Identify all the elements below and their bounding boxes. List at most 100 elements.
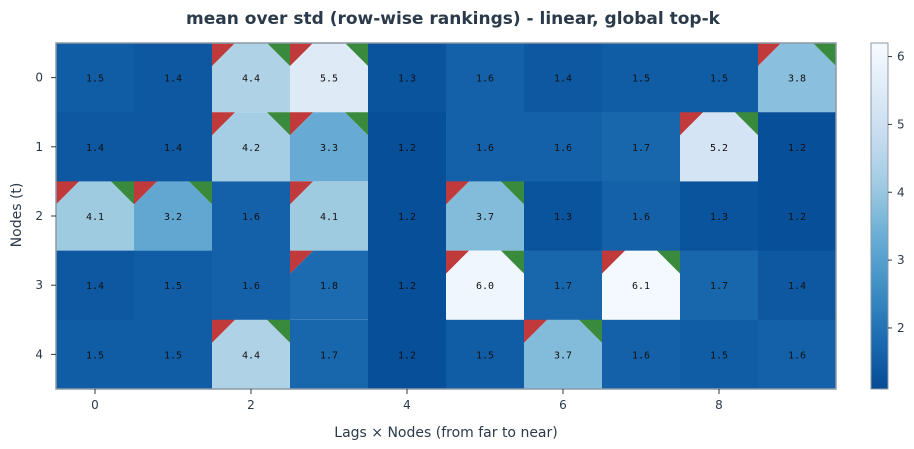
cell-value-label: 1.2 bbox=[398, 350, 416, 361]
cell-value-label: 3.7 bbox=[554, 350, 572, 361]
green-corner-marker bbox=[189, 181, 212, 205]
red-corner-marker bbox=[290, 43, 313, 66]
cell-value-label: 1.5 bbox=[86, 74, 104, 85]
red-corner-marker bbox=[524, 319, 547, 343]
cell-value-label: 1.6 bbox=[476, 74, 494, 85]
cell-value-label: 1.6 bbox=[632, 350, 650, 361]
colorbar-tick-label: 5 bbox=[897, 117, 905, 131]
x-axis: 0 2 4 6 8 bbox=[91, 389, 723, 412]
heatmap-cell bbox=[290, 181, 368, 251]
heatmap-cell bbox=[134, 43, 213, 113]
red-corner-marker bbox=[680, 112, 703, 136]
heatmap-cell bbox=[368, 181, 447, 251]
cell-value-label: 1.2 bbox=[788, 212, 806, 223]
heatmap-cell bbox=[56, 112, 135, 182]
heatmap-cell bbox=[680, 181, 759, 251]
green-corner-marker bbox=[267, 112, 290, 136]
cell-value-label: 1.3 bbox=[554, 212, 572, 223]
heatmap-cell bbox=[680, 43, 759, 113]
cell-value-label: 1.6 bbox=[476, 143, 494, 154]
x-tick-label: 0 bbox=[91, 398, 99, 412]
red-corner-marker bbox=[446, 181, 469, 205]
cell-value-label: 1.7 bbox=[710, 281, 728, 292]
heatmap-cell bbox=[524, 112, 603, 182]
green-corner-marker bbox=[579, 319, 602, 343]
cell-value-label: 1.7 bbox=[554, 281, 572, 292]
cell-value-label: 1.2 bbox=[788, 143, 806, 154]
heatmap-cell bbox=[290, 43, 368, 113]
heatmap-cell bbox=[290, 112, 368, 182]
red-corner-marker bbox=[446, 250, 469, 274]
heatmap-cell bbox=[680, 250, 759, 321]
green-corner-marker bbox=[813, 43, 836, 66]
cell-value-label: 5.2 bbox=[710, 143, 728, 154]
red-corner-marker bbox=[212, 112, 235, 136]
cell-value-label: 6.1 bbox=[632, 281, 650, 292]
heatmap-cell bbox=[602, 319, 681, 390]
heatmap-cell bbox=[56, 43, 135, 113]
heatmap-cell bbox=[368, 43, 447, 113]
green-corner-marker bbox=[267, 43, 290, 66]
green-corner-marker bbox=[501, 181, 524, 205]
heatmap-cell bbox=[212, 43, 290, 113]
cell-value-label: 1.6 bbox=[242, 281, 260, 292]
heatmap-cell bbox=[368, 112, 447, 182]
cell-value-label: 1.5 bbox=[476, 350, 494, 361]
heatmap-cell bbox=[56, 319, 135, 390]
cell-value-label: 3.2 bbox=[164, 212, 182, 223]
heatmap-cell bbox=[368, 319, 447, 390]
heatmap-cell bbox=[446, 319, 525, 390]
heatmap-cell bbox=[134, 250, 213, 321]
green-corner-marker bbox=[111, 181, 134, 205]
colorbar-tick-label: 2 bbox=[897, 321, 905, 335]
x-axis-label: Lags × Nodes (from far to near) bbox=[334, 425, 557, 441]
cell-value-label: 4.1 bbox=[86, 212, 104, 223]
heatmap-cell bbox=[758, 112, 837, 182]
cell-value-label: 1.8 bbox=[320, 281, 338, 292]
green-corner-marker bbox=[501, 250, 524, 274]
cell-value-label: 1.3 bbox=[710, 212, 728, 223]
cell-value-label: 4.4 bbox=[242, 350, 260, 361]
x-tick-label: 4 bbox=[403, 398, 411, 412]
heatmap-cell bbox=[524, 181, 603, 251]
heatmap-cell bbox=[758, 319, 837, 390]
heatmap-cell bbox=[602, 112, 681, 182]
cell-value-label: 5.5 bbox=[320, 74, 338, 85]
green-corner-marker bbox=[657, 250, 680, 274]
heatmap-cell bbox=[524, 250, 603, 321]
heatmap-cell bbox=[212, 181, 291, 251]
red-corner-marker bbox=[212, 319, 235, 343]
heatmap-cell bbox=[446, 181, 524, 251]
cell-value-label: 1.5 bbox=[86, 350, 104, 361]
cell-value-label: 1.2 bbox=[398, 212, 416, 223]
red-corner-marker bbox=[290, 112, 313, 136]
heatmap-cells bbox=[56, 43, 837, 390]
red-corner-marker bbox=[758, 43, 781, 66]
colorbar-ticks: 2 3 4 5 6 bbox=[888, 50, 905, 335]
y-axis-label: Nodes (t) bbox=[9, 183, 25, 248]
colorbar-tick-label: 4 bbox=[897, 185, 905, 199]
y-axis: 0 1 2 3 4 bbox=[35, 71, 56, 361]
green-corner-marker bbox=[735, 112, 758, 136]
cell-value-label: 1.3 bbox=[398, 74, 416, 85]
heatmap-cell bbox=[446, 250, 524, 320]
cell-value-label: 1.4 bbox=[86, 143, 104, 154]
cell-value-label: 6.0 bbox=[476, 281, 494, 292]
cell-value-label: 1.4 bbox=[86, 281, 104, 292]
colorbar bbox=[870, 42, 889, 390]
chart-title: mean over std (row-wise rankings) - line… bbox=[186, 9, 721, 29]
heatmap-cell bbox=[134, 181, 212, 251]
y-tick-label: 0 bbox=[35, 71, 43, 85]
green-corner-marker bbox=[345, 112, 368, 136]
cell-value-label: 1.5 bbox=[710, 350, 728, 361]
heatmap-cell bbox=[758, 250, 837, 321]
heatmap-cell bbox=[212, 250, 291, 321]
cell-value-label: 1.5 bbox=[710, 74, 728, 85]
heatmap-cell bbox=[758, 181, 837, 251]
cell-value-label: 1.7 bbox=[632, 143, 650, 154]
heatmap-cell bbox=[290, 250, 368, 320]
x-tick-label: 8 bbox=[715, 398, 723, 412]
cell-value-label: 1.6 bbox=[788, 350, 806, 361]
heatmap-cell bbox=[602, 250, 680, 320]
red-corner-marker bbox=[212, 43, 235, 66]
